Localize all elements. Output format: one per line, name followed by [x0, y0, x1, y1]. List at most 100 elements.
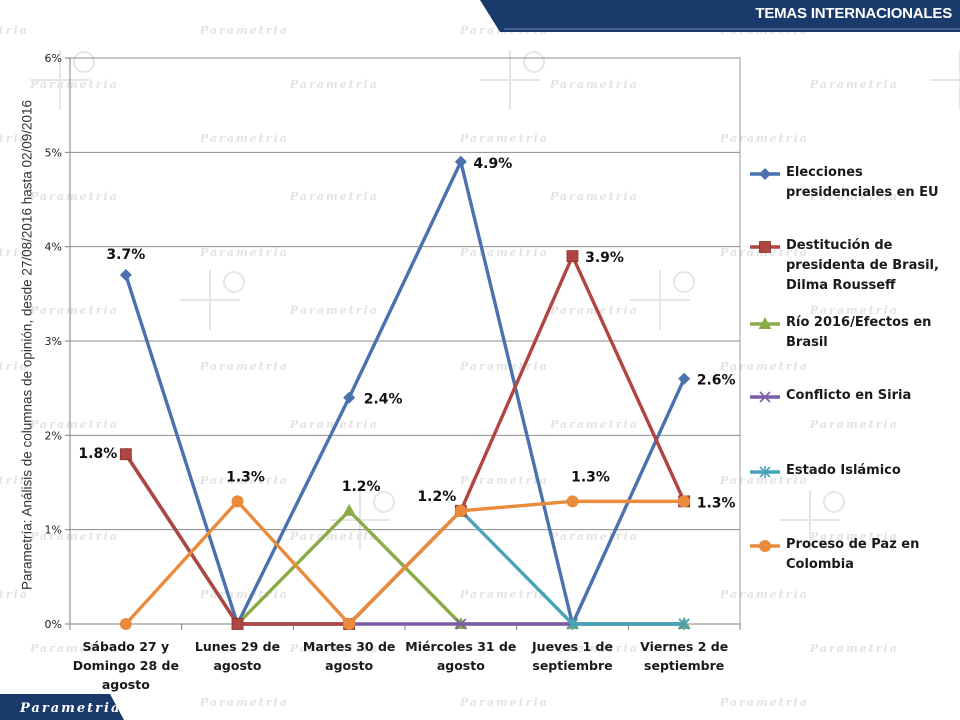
watermark-text: Parametria [199, 474, 289, 487]
watermark-text: Parametria [29, 642, 119, 655]
legend-label: Proceso de Paz en Colombia [786, 537, 920, 572]
x-category-label: Sábado 27 y Domingo 28 de agosto [73, 639, 179, 692]
watermark-text: Parametria [719, 360, 809, 373]
x-category-label: Jueves 1 de septiembre [531, 639, 613, 673]
legend-marker [759, 540, 771, 552]
watermark-text: Parametria [0, 24, 29, 37]
watermark-text: Parametria [199, 246, 289, 259]
data-point [119, 618, 132, 630]
legend-marker [759, 391, 771, 403]
footer-logo: Parametria [20, 701, 122, 716]
data-point [678, 618, 690, 630]
data-point [342, 503, 356, 516]
legend-swatch [750, 391, 780, 403]
data-label: 3.7% [106, 247, 145, 263]
series-line [124, 160, 686, 626]
watermark-text: Parametria [0, 588, 29, 601]
watermark-text: Parametria [459, 474, 549, 487]
series-5 [119, 495, 691, 630]
watermark-text: Parametria [0, 246, 29, 259]
watermark-text: Parametria [199, 360, 289, 373]
watermark-text: Parametria [549, 418, 639, 431]
watermark-text: Parametria [809, 642, 899, 655]
y-tick-label: 2% [45, 429, 62, 442]
footer-bar [0, 694, 124, 720]
watermark-text: Parametria [809, 530, 899, 543]
legend-marker [759, 241, 771, 253]
y-tick-label: 3% [45, 335, 62, 348]
watermark-axis-icon [480, 50, 545, 110]
data-point [566, 250, 579, 263]
watermark-text: Parametria [289, 642, 379, 655]
watermark-text: Parametria [29, 190, 119, 203]
y-tick-label: 4% [45, 241, 62, 254]
data-point [566, 495, 579, 508]
watermark-text: Parametria [29, 530, 119, 543]
data-point [566, 618, 579, 630]
series-1 [119, 250, 691, 630]
watermark-text: Parametria [549, 190, 639, 203]
watermark-axis-icon [780, 490, 845, 550]
data-point [678, 372, 691, 385]
legend-swatch [750, 241, 780, 253]
y-tick-label: 1% [45, 524, 62, 537]
watermark-text: Parametria [289, 304, 379, 317]
legend-label: Destitución de presidenta de Brasil, Dilma… [786, 238, 939, 293]
legend-label: Río 2016/Efectos en Brasil [786, 315, 932, 350]
legend-swatch [750, 168, 780, 180]
x-category-label: Miércoles 31 de agosto [405, 639, 516, 673]
data-point [231, 618, 244, 630]
watermark-axis-icon [930, 50, 960, 110]
watermark-text: Parametria [809, 78, 899, 91]
watermark-axis-icon [30, 50, 95, 110]
x-category-label: Lunes 29 de agosto [195, 639, 280, 673]
x-category-label: Martes 30 de agosto [303, 639, 395, 673]
watermark-text: Parametria [809, 190, 899, 203]
watermark-text: Parametria [459, 132, 549, 145]
data-point [678, 495, 691, 508]
header-title: TEMAS INTERNACIONALES [755, 5, 952, 22]
data-point [454, 155, 467, 168]
watermark-text: Parametria [549, 78, 639, 91]
watermark-text: Parametria [29, 304, 119, 317]
y-tick-label: 6% [45, 52, 62, 65]
watermark-text: Parametria [0, 132, 29, 145]
legend-swatch [750, 466, 780, 478]
data-label: 2.4% [364, 392, 403, 408]
watermark-text: Parametria [289, 530, 379, 543]
watermark-text: Parametria [549, 304, 639, 317]
legend-marker [759, 168, 771, 180]
data-point [119, 448, 132, 461]
watermark-text: Parametria [809, 418, 899, 431]
data-label: 4.9% [473, 156, 512, 172]
legend-label: Elecciones presidenciales en EU [786, 165, 939, 200]
watermark-text: Parametria [199, 696, 289, 709]
watermark-text: Parametria [719, 696, 809, 709]
data-point [343, 391, 356, 404]
series-line [124, 499, 685, 626]
watermark-text: Parametria [809, 304, 899, 317]
y-tick-label: 5% [45, 146, 62, 159]
watermark-text: Parametria [29, 418, 119, 431]
legend-marker [759, 466, 771, 478]
watermark-text: Parametria [199, 132, 289, 145]
legend-swatch [750, 317, 780, 329]
legend-label: Conflicto en Siria [786, 388, 912, 403]
data-label: 1.2% [417, 489, 456, 505]
watermark-axis-icon [180, 270, 245, 330]
legend-swatch [750, 540, 780, 552]
watermark-text: Parametria [289, 418, 379, 431]
y-tick-label: 0% [45, 618, 62, 631]
data-point [119, 268, 132, 281]
x-category-label: Viernes 2 de septiembre [640, 639, 728, 673]
watermark-text: Parametria [199, 24, 289, 37]
data-label: 1.3% [226, 469, 265, 485]
data-label: 1.2% [342, 479, 381, 495]
data-point [454, 504, 467, 517]
data-label: 1.3% [571, 469, 610, 485]
data-point [231, 495, 244, 508]
data-label: 1.3% [697, 495, 736, 511]
legend-marker [758, 317, 772, 329]
watermark-text: Parametria [289, 190, 379, 203]
